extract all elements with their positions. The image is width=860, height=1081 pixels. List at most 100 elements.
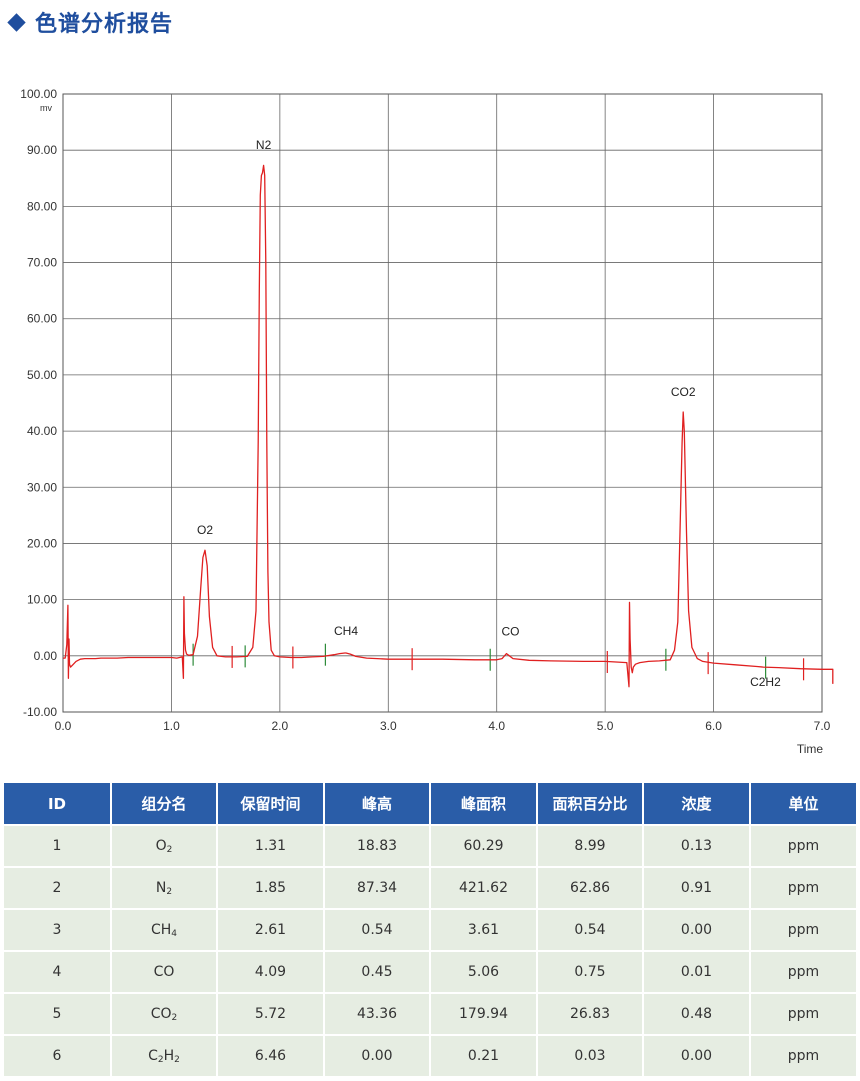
cell-area-percent: 0.03	[537, 1034, 644, 1076]
cell-area-percent: 62.86	[537, 866, 644, 909]
cell-area-percent: 8.99	[537, 824, 644, 867]
y-tick-label: 0.00	[34, 649, 58, 663]
cell-concentration: 0.48	[643, 992, 751, 1035]
cell-peak-area: 3.61	[430, 908, 538, 951]
cell-retention-time: 1.85	[217, 866, 325, 909]
cell-peak-area: 60.29	[430, 824, 538, 867]
cell-component: CO	[111, 950, 218, 993]
cell-retention-time: 5.72	[217, 992, 325, 1035]
cell-component: C2H2	[111, 1034, 218, 1076]
cell-unit: ppm	[750, 992, 856, 1035]
cell-id: 3	[4, 908, 112, 951]
y-tick-label: 70.00	[27, 256, 57, 270]
cell-component: O2	[111, 824, 218, 867]
cell-peak-height: 0.00	[324, 1034, 431, 1076]
chart-integration-markers	[192, 643, 805, 681]
x-tick-label: 0.0	[55, 719, 72, 733]
page-title: 色谱分析报告	[35, 12, 174, 37]
cell-peak-height: 0.45	[324, 950, 431, 993]
cell-concentration: 0.00	[643, 1034, 751, 1076]
chart-trace-layer	[63, 164, 834, 688]
peak-label: CO	[501, 624, 519, 638]
peak-label: CO2	[671, 385, 696, 399]
report-header: 色谱分析报告	[6, 4, 173, 40]
cell-unit: ppm	[750, 824, 856, 867]
peak-label: CH4	[334, 624, 358, 638]
plot-frame	[62, 93, 823, 713]
x-tick-label: 3.0	[380, 719, 397, 733]
col-header-retention-time: 保留时间	[217, 783, 325, 825]
table-row: 3 CH4 2.61 0.54 3.61 0.54 0.00 ppm	[4, 908, 856, 951]
cell-concentration: 0.01	[643, 950, 751, 993]
cell-component: N2	[111, 866, 218, 909]
x-tick-label: 6.0	[705, 719, 722, 733]
cell-peak-height: 18.83	[324, 824, 431, 867]
cell-id: 1	[4, 824, 112, 867]
cell-concentration: 0.91	[643, 866, 751, 909]
x-tick-label: 5.0	[597, 719, 614, 733]
col-header-component: 组分名	[111, 783, 218, 825]
cell-component: CH4	[111, 908, 218, 951]
y-tick-label: 10.00	[27, 593, 57, 607]
chart-peak-labels: O2 N2 CH4 CO CO2 C2H2	[197, 138, 781, 689]
y-tick-label: 60.00	[27, 312, 57, 326]
cell-retention-time: 2.61	[217, 908, 325, 951]
cell-peak-area: 0.21	[430, 1034, 538, 1076]
cell-area-percent: 0.75	[537, 950, 644, 993]
y-axis-unit-label: mv	[40, 103, 52, 113]
peak-label: C2H2	[750, 675, 781, 689]
x-tick-label: 7.0	[814, 719, 831, 733]
cell-peak-area: 5.06	[430, 950, 538, 993]
cell-peak-height: 43.36	[324, 992, 431, 1035]
y-tick-label: 100.00	[20, 87, 57, 101]
cell-unit: ppm	[750, 950, 856, 993]
x-axis-label: Time	[797, 742, 824, 756]
col-header-area-percent: 面积百分比	[537, 783, 644, 825]
peak-label: N2	[256, 138, 272, 152]
chart-grid	[62, 93, 823, 713]
y-tick-label: 30.00	[27, 480, 57, 494]
y-tick-label: 90.00	[27, 143, 57, 157]
y-tick-label: 40.00	[27, 424, 57, 438]
col-header-concentration: 浓度	[643, 783, 751, 825]
chromatogram-chart: 100.00 90.00 80.00 70.00 60.00 50.00 40.00 30.0…	[20, 87, 834, 756]
y-tick-label: -10.00	[23, 705, 57, 719]
peak-label: O2	[197, 523, 213, 537]
col-header-peak-height: 峰高	[324, 783, 431, 825]
x-tick-label: 1.0	[163, 719, 180, 733]
cell-concentration: 0.00	[643, 908, 751, 951]
table-row: 6 C2H2 6.46 0.00 0.21 0.03 0.00 ppm	[4, 1034, 856, 1076]
chromatogram-trace	[63, 164, 834, 688]
diamond-bullet-icon	[7, 12, 26, 32]
cell-id: 4	[4, 950, 112, 993]
cell-retention-time: 1.31	[217, 824, 325, 867]
table-row: 1 O2 1.31 18.83 60.29 8.99 0.13 ppm	[4, 824, 856, 867]
cell-concentration: 0.13	[643, 824, 751, 867]
cell-peak-height: 87.34	[324, 866, 431, 909]
x-tick-label: 2.0	[272, 719, 289, 733]
col-header-unit: 单位	[750, 783, 856, 825]
cell-id: 2	[4, 866, 112, 909]
cell-unit: ppm	[750, 866, 856, 909]
cell-id: 5	[4, 992, 112, 1035]
cell-peak-area: 179.94	[430, 992, 538, 1035]
cell-peak-area: 421.62	[430, 866, 538, 909]
col-header-id: ID	[4, 783, 112, 825]
cell-component: CO2	[111, 992, 218, 1035]
cell-id: 6	[4, 1034, 112, 1076]
cell-retention-time: 4.09	[217, 950, 325, 993]
table-row: 4 CO 4.09 0.45 5.06 0.75 0.01 ppm	[4, 950, 856, 993]
cell-peak-height: 0.54	[324, 908, 431, 951]
x-tick-label: 4.0	[488, 719, 505, 733]
cell-unit: ppm	[750, 1034, 856, 1076]
col-header-peak-area: 峰面积	[430, 783, 538, 825]
cell-retention-time: 6.46	[217, 1034, 325, 1076]
y-tick-label: 50.00	[27, 368, 57, 382]
results-table: ID 组分名 保留时间 峰高 峰面积 面积百分比 浓度 单位 1 O2 1.31…	[4, 783, 856, 1076]
cell-area-percent: 26.83	[537, 992, 644, 1035]
table-header-row: ID 组分名 保留时间 峰高 峰面积 面积百分比 浓度 单位	[4, 783, 856, 825]
y-tick-label: 20.00	[27, 536, 57, 550]
cell-unit: ppm	[750, 908, 856, 951]
chart-axis-ticks: 100.00 90.00 80.00 70.00 60.00 50.00 40.00 30.0…	[20, 87, 830, 733]
cell-area-percent: 0.54	[537, 908, 644, 951]
